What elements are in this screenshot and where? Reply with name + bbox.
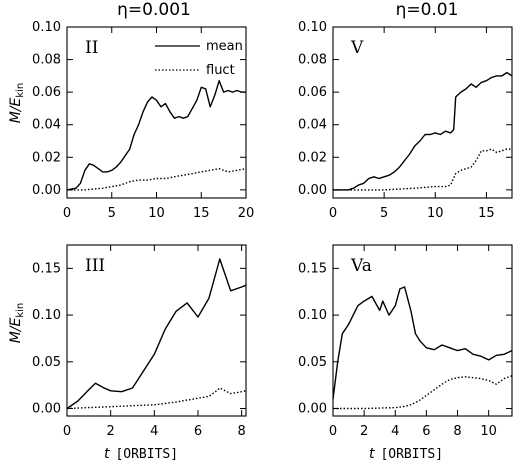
x-tick-label: 15 [478, 206, 495, 221]
panel-iii: 0 2 4 6 8 0.00 0.05 0.10 0.15 III [32, 244, 247, 439]
x-axis-label-var: t [369, 446, 375, 462]
svg-text:M/Ekin: M/Ekin [8, 83, 26, 124]
y-axis-label-sub: kin [15, 303, 26, 318]
x-tick-label: 2 [107, 424, 115, 439]
y-tick-label: 0.00 [298, 402, 327, 417]
y-tick-label: 0.15 [298, 261, 327, 276]
y-tick-label: 0.00 [298, 183, 327, 198]
y-tick-label: 0.04 [298, 118, 327, 133]
y-tick-label: 0.00 [32, 402, 61, 417]
panel-label: III [85, 256, 105, 276]
panel-label: V [350, 38, 364, 58]
x-tick-label: 8 [237, 424, 245, 439]
series-fluct-line [333, 375, 513, 410]
y-tick-label: 0.06 [32, 85, 61, 100]
series-fluct-line [333, 148, 512, 191]
x-axis-label-unit: [ORBITS] [115, 447, 178, 462]
x-tick-label: 2 [360, 424, 368, 439]
series-mean-line [66, 80, 246, 191]
y-axis-label-main: M/E [8, 97, 24, 123]
x-tick-label: 6 [194, 424, 202, 439]
y-tick-label: 0.02 [32, 150, 61, 165]
y-tick-label: 0.06 [298, 85, 327, 100]
legend: mean fluct [155, 39, 243, 78]
y-tick-label: 0.05 [32, 355, 61, 370]
x-tick-label: 10 [480, 424, 497, 439]
y-tick-label: 0.10 [32, 308, 61, 323]
plot-frame [332, 26, 513, 199]
x-tick-label: 6 [422, 424, 430, 439]
x-tick-label: 0 [329, 206, 337, 221]
plot-frame [332, 244, 513, 417]
x-tick-label: 8 [453, 424, 461, 439]
x-tick-label: 4 [150, 424, 158, 439]
x-tick-label: 15 [193, 206, 210, 221]
y-tick-label: 0.15 [32, 261, 61, 276]
y-tick-label: 0.10 [298, 20, 327, 35]
panel-label: II [85, 38, 98, 58]
series-fluct-line [67, 168, 247, 191]
y-tick-label: 0.08 [32, 53, 61, 68]
series-fluct-line [66, 387, 247, 410]
y-tick-label: 0.00 [32, 183, 61, 198]
x-tick-label: 5 [108, 206, 116, 221]
column-title-left: η=0.001 [117, 0, 191, 20]
svg-text:M/Ekin: M/Ekin [8, 303, 26, 344]
x-axis-label-left: t [ORBITS] [104, 446, 178, 462]
y-tick-label: 0.02 [298, 150, 327, 165]
plot-frame [66, 244, 247, 417]
panel-v: 0 5 10 15 0.00 0.02 0.04 0.06 0.08 0.10 V [298, 20, 513, 221]
y-axis-label-top: M/Ekin [8, 83, 26, 124]
panel-ii: 0 5 10 15 20 0.00 0.02 0.04 0.06 0.08 0.10 II [32, 20, 254, 221]
panel-va: 0 2 4 6 8 10 0.00 0.05 0.10 0.15 Va [298, 244, 513, 439]
y-tick-label: 0.10 [298, 308, 327, 323]
x-tick-label: 0 [63, 206, 71, 221]
y-tick-label: 0.04 [32, 118, 61, 133]
x-tick-label: 0 [63, 424, 71, 439]
x-tick-label: 10 [148, 206, 165, 221]
x-axis-label-right: t [ORBITS] [369, 446, 443, 462]
x-tick-label: 4 [391, 424, 399, 439]
column-title-right: η=0.01 [396, 0, 459, 20]
series-mean-line [66, 258, 247, 410]
y-tick-label: 0.08 [298, 53, 327, 68]
panel-label: Va [350, 256, 372, 276]
y-axis-label-main: M/E [8, 317, 24, 343]
x-tick-label: 10 [427, 206, 444, 221]
x-axis-label-var: t [104, 446, 110, 462]
y-axis-label-sub: kin [15, 83, 26, 98]
series-mean-line [332, 286, 513, 400]
y-axis-label-bottom: M/Ekin [8, 303, 26, 344]
series-mean-line [333, 71, 513, 191]
x-tick-label: 5 [380, 206, 388, 221]
y-tick-label: 0.10 [32, 20, 61, 35]
x-tick-label: 0 [329, 424, 337, 439]
legend-fluct-label: fluct [206, 63, 235, 78]
y-tick-label: 0.05 [298, 355, 327, 370]
legend-mean-label: mean [206, 39, 243, 54]
x-axis-label-unit: [ORBITS] [380, 447, 443, 462]
x-tick-label: 20 [238, 206, 255, 221]
